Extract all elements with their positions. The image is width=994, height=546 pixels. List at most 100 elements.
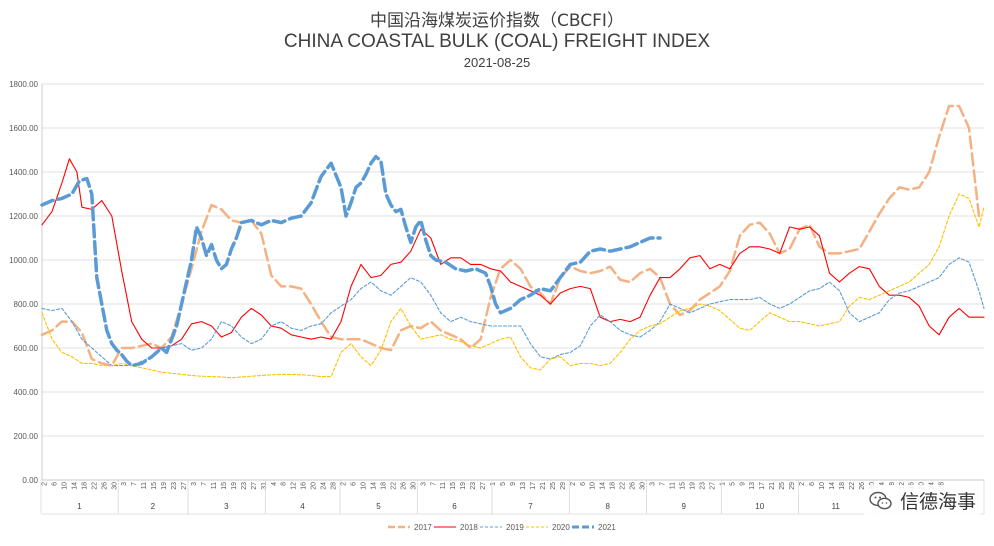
x-tick-label: 10 xyxy=(360,482,367,490)
x-tick-label: 22 xyxy=(390,482,397,490)
x-tick-label: 19 xyxy=(460,482,467,490)
x-tick-label: 30 xyxy=(111,482,118,490)
x-tick-label: 10 xyxy=(61,482,68,490)
x-tick-label: 23 xyxy=(241,482,248,490)
x-tick-label: 7 xyxy=(660,482,667,486)
x-tick-label: 11 xyxy=(669,482,676,489)
month-label: 1 xyxy=(77,502,82,511)
x-tick-label: 27 xyxy=(251,482,258,490)
x-tick-label: 18 xyxy=(81,482,88,490)
chart-title-chinese: 中国沿海煤炭运价指数（CBCFI） xyxy=(370,11,624,31)
x-tick-label: 26 xyxy=(101,482,108,490)
x-tick-label: 19 xyxy=(689,482,696,490)
x-tick-label: 3 xyxy=(420,482,427,486)
x-tick-label: 18 xyxy=(839,482,846,490)
x-tick-label: 25 xyxy=(550,482,557,490)
x-tick-label: 11 xyxy=(440,482,447,489)
x-tick-label: 31 xyxy=(261,482,268,490)
month-label: 10 xyxy=(755,502,764,511)
x-tick-label: 22 xyxy=(849,482,856,490)
x-tick-label: 14 xyxy=(370,482,377,490)
x-tick-label: 8 xyxy=(889,482,896,486)
x-tick-label: 11 xyxy=(211,482,218,489)
month-label: 8 xyxy=(605,502,610,511)
month-label: 5 xyxy=(376,502,381,511)
x-tick-label: 26 xyxy=(630,482,637,490)
x-tick-label: 12 xyxy=(291,482,298,490)
x-tick-label: 5 xyxy=(729,482,736,486)
month-label: 9 xyxy=(681,502,686,511)
y-tick-label: 1600.00 xyxy=(9,124,38,133)
y-tick-label: 0.00 xyxy=(22,476,38,485)
x-tick-label: 6 xyxy=(351,482,358,486)
x-tick-label: 28 xyxy=(331,482,338,490)
x-tick-label: 30 xyxy=(410,482,417,490)
grid xyxy=(42,83,984,481)
x-tick-label: 2 xyxy=(41,482,48,486)
x-tick-label: 2 xyxy=(570,482,577,486)
x-tick-label: 6 xyxy=(51,482,58,486)
x-tick-label: 18 xyxy=(610,482,617,490)
x-tick-label: 21 xyxy=(769,482,776,490)
x-tick-label: 20 xyxy=(311,482,318,490)
x-tick-label: 7 xyxy=(430,482,437,486)
x-tick-label: 4 xyxy=(879,482,886,486)
y-tick-label: 200.00 xyxy=(14,432,39,441)
month-label: 2 xyxy=(151,502,156,511)
watermark: 信德海事 xyxy=(863,485,980,516)
legend-label-2018: 2018 xyxy=(460,523,478,532)
x-tick-label: 15 xyxy=(679,482,686,490)
x-tick-label: 2 xyxy=(341,482,348,486)
month-label: 6 xyxy=(452,502,457,511)
month-label: 7 xyxy=(528,502,533,511)
x-tick-label: 6 xyxy=(809,482,816,486)
x-tick-label: 27 xyxy=(709,482,716,490)
x-tick-label: 22 xyxy=(620,482,627,490)
legend-label-2021: 2021 xyxy=(598,523,616,532)
x-tick-label: 21 xyxy=(540,482,547,490)
x-tick-label: 6 xyxy=(580,482,587,486)
watermark-text: 信德海事 xyxy=(899,491,976,513)
x-tick-label: 26 xyxy=(859,482,866,490)
legend-label-2017: 2017 xyxy=(414,523,432,532)
x-tick-label: 17 xyxy=(759,482,766,490)
x-tick-label: 23 xyxy=(171,482,178,490)
x-tick-label: 13 xyxy=(520,482,527,490)
x-tick-label: 29 xyxy=(560,482,567,490)
x-tick-label: 26 xyxy=(400,482,407,490)
series-line-2017 xyxy=(40,104,986,367)
month-label: 11 xyxy=(832,502,841,511)
x-tick-label: 9 xyxy=(510,482,517,486)
legend-label-2020: 2020 xyxy=(552,523,570,532)
x-tick-label: 27 xyxy=(181,482,188,490)
x-tick-label: 3 xyxy=(191,482,198,486)
x-axis: 2 6 10 14 18 22 26 30 3 7 11 15 19 23 27 3 7 11 15 19 23 27 31… xyxy=(40,479,985,515)
month-label: 4 xyxy=(300,502,305,511)
y-axis: 0.00 200.00 400.00 600.00 800.00 1000.00 1200.… xyxy=(9,80,43,485)
x-tick-label: 23 xyxy=(699,482,706,490)
x-tick-label: 15 xyxy=(221,482,228,490)
x-tick-label: 30 xyxy=(640,482,647,490)
series-line-2021 xyxy=(40,154,662,368)
x-tick-label: 8 xyxy=(281,482,288,486)
legend-label-2019: 2019 xyxy=(506,523,524,532)
y-tick-label: 1800.00 xyxy=(9,80,38,89)
x-tick-label: 22 xyxy=(91,482,98,490)
series-lines xyxy=(40,104,986,379)
x-tick-label: 7 xyxy=(131,482,138,486)
series-line-2019 xyxy=(41,257,985,367)
x-tick-label: 11 xyxy=(141,482,148,489)
y-tick-label: 600.00 xyxy=(14,344,39,353)
month-label: 3 xyxy=(224,502,229,511)
y-tick-label: 400.00 xyxy=(14,388,39,397)
x-tick-label: 29 xyxy=(789,482,796,490)
x-tick-label: 27 xyxy=(480,482,487,490)
series-line-2018 xyxy=(41,158,985,349)
x-tick-label: 1 xyxy=(719,482,726,486)
legend: 2017 2018 2019 2020 2021 xyxy=(388,523,616,532)
wechat-icon xyxy=(869,491,892,509)
y-tick-label: 1200.00 xyxy=(9,212,38,221)
x-tick-label: 14 xyxy=(829,482,836,490)
x-tick-label: 15 xyxy=(151,482,158,490)
